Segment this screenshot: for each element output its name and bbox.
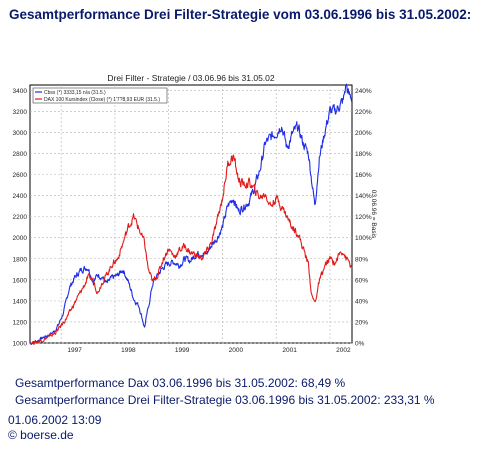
y-tick-label-right: 0% xyxy=(355,341,365,348)
y-tick-label-left: 2200 xyxy=(13,214,28,221)
y-tick-label-right: 100% xyxy=(355,235,372,242)
y-tick-label-left: 1800 xyxy=(13,256,28,263)
summary-dax: Gesamtperformance Dax 03.06.1996 bis 31.… xyxy=(15,376,346,390)
y-tick-label-right: 140% xyxy=(355,193,372,200)
x-tick-label: 2002 xyxy=(336,347,351,354)
y-tick-label-left: 1200 xyxy=(13,319,28,326)
y-tick-label-right: 180% xyxy=(355,151,372,158)
y-tick-label-left: 2600 xyxy=(13,172,28,179)
performance-chart: Drei Filter - Strategie / 03.06.96 bis 3… xyxy=(13,73,377,354)
x-tick-label: 2001 xyxy=(282,347,297,354)
legend: Cbsx (*) 3333,15 n/a (31.5.) DAX 100 Kur… xyxy=(32,87,168,104)
y-tick-label-right: 240% xyxy=(355,88,372,95)
legend-box xyxy=(32,87,168,104)
y-tick-label-left: 1400 xyxy=(13,298,28,305)
y-tick-label-left: 1000 xyxy=(13,341,28,348)
chart-title: Drei Filter - Strategie / 03.06.96 bis 3… xyxy=(107,73,275,83)
axis-ticks: 1000 0% 1200 20% 1400 40% 1600 60% 1800 80% 2000 10… xyxy=(13,88,372,354)
y-tick-label-left: 1600 xyxy=(13,277,28,284)
y-tick-label-right: 60% xyxy=(355,277,368,284)
y-tick-label-right: 80% xyxy=(355,256,368,263)
series-line-cbsx xyxy=(29,83,353,345)
y-tick-label-left: 3000 xyxy=(13,130,28,137)
x-tick-label: 1998 xyxy=(121,347,136,354)
y-tick-label-left: 2800 xyxy=(13,151,28,158)
x-tick-label: 1997 xyxy=(67,347,82,354)
plot-frame xyxy=(29,84,353,344)
y-tick-label-left: 3200 xyxy=(13,109,28,116)
y-tick-label-right: 120% xyxy=(355,214,372,221)
y-tick-label-left: 3400 xyxy=(13,88,28,95)
page-title: Gesamtperformance Drei Filter-Strategie … xyxy=(9,7,472,22)
y-tick-label-right: 160% xyxy=(355,172,372,179)
y-tick-label-right: 220% xyxy=(355,109,372,116)
y-tick-label-right: 200% xyxy=(355,130,372,137)
y-tick-label-left: 2400 xyxy=(13,193,28,200)
legend-entry-cbsx: Cbsx (*) 3333,15 n/a (31.5.) xyxy=(44,90,106,96)
summary-strategy: Gesamtperformance Drei Filter-Strategie … xyxy=(15,393,435,407)
copyright: © boerse.de xyxy=(8,428,74,442)
y-tick-label-left: 2000 xyxy=(13,235,28,242)
x-tick-label: 2000 xyxy=(229,347,244,354)
legend-entry-dax: DAX 100 Kursindex (Close) (*) 1'7?8,93 E… xyxy=(44,97,160,103)
y-tick-label-right: 20% xyxy=(355,319,368,326)
y-tick-label-right: 40% xyxy=(355,298,368,305)
x-tick-label: 1999 xyxy=(175,347,190,354)
series xyxy=(29,83,353,346)
timestamp: 01.06.2002 13:09 xyxy=(8,413,102,427)
series-line-dax xyxy=(29,154,353,346)
right-axis-label: 03.06.96 = Basis xyxy=(370,190,377,239)
